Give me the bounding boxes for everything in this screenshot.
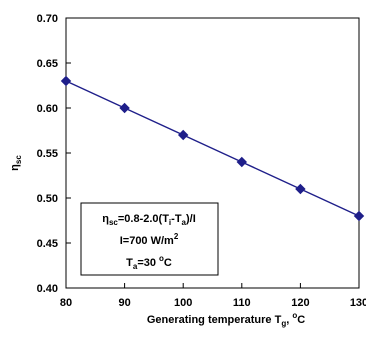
data-point-marker bbox=[119, 102, 130, 114]
annotation-box bbox=[80, 202, 219, 276]
series-group bbox=[60, 75, 365, 222]
y-tick-label: 0.55 bbox=[37, 148, 58, 160]
y-tick-label: 0.45 bbox=[37, 238, 58, 250]
y-axis-ticks: 0.40 0.45 0.50 0.55 0.60 0.65 0.70 bbox=[37, 13, 71, 295]
y-tick-label: 0.60 bbox=[37, 103, 58, 115]
y-tick-label: 0.40 bbox=[37, 283, 58, 295]
annotation-line-irradiance: I=700 W/m2 bbox=[120, 232, 179, 247]
x-tick-label: 80 bbox=[60, 297, 72, 309]
x-axis-title: Generating temperature Tg, oC bbox=[147, 311, 305, 328]
annotation-line-ambient: Ta=30 oC bbox=[126, 254, 172, 271]
series-line bbox=[65, 80, 360, 217]
x-tick-label: 110 bbox=[233, 297, 251, 309]
data-point-marker bbox=[177, 129, 189, 141]
data-point-marker bbox=[353, 210, 365, 222]
y-tick-label: 0.70 bbox=[37, 13, 58, 25]
x-axis-ticks: 80 90 100 110 120 130 bbox=[60, 283, 366, 309]
annotation-line-efficiency: ηsc=0.8-2.0(Ti-Ta)/I bbox=[102, 213, 196, 227]
y-tick-label: 0.50 bbox=[37, 193, 58, 205]
equation-annotation: ηsc=0.8-2.0(Ti-Ta)/I I=700 W/m2 Ta=30 oC bbox=[80, 202, 219, 276]
data-point-marker bbox=[295, 183, 306, 195]
x-tick-label: 130 bbox=[350, 297, 366, 309]
y-tick-label: 0.65 bbox=[37, 58, 58, 70]
x-tick-label: 120 bbox=[291, 297, 309, 309]
y-axis-title: ηsc bbox=[9, 155, 23, 171]
data-point-marker bbox=[236, 156, 248, 168]
x-tick-label: 100 bbox=[174, 297, 192, 309]
data-point-marker bbox=[60, 75, 72, 87]
x-tick-label: 90 bbox=[118, 297, 130, 309]
